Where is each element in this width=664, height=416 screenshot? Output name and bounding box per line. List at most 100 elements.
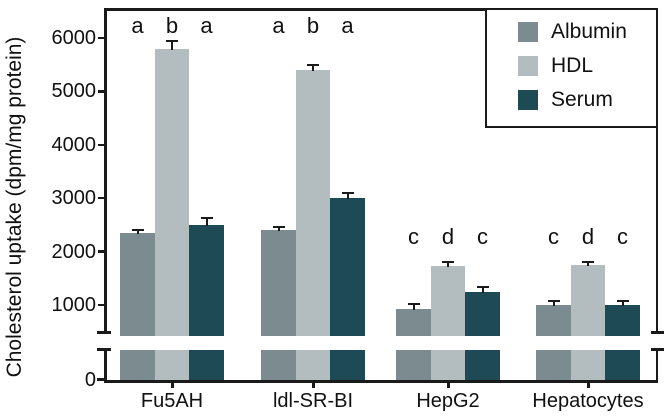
- legend-label-albumin: Albumin: [551, 20, 627, 43]
- bar-lower-hdl-ldl-SR-BI: [295, 350, 331, 380]
- significance-letter: c: [617, 224, 628, 249]
- y-axis-title: Cholesterol uptake (dpm/mg protein): [3, 36, 26, 378]
- error-bar-cap: [131, 229, 144, 232]
- y-tick-label-6000: 6000: [51, 27, 97, 49]
- bar-albumin-Hepatocytes: [536, 305, 571, 336]
- error-bar-cap: [547, 299, 560, 302]
- y-tick-4000: [98, 143, 105, 147]
- bar-lower-serum-HepG2: [465, 350, 500, 380]
- bar-hdl-Hepatocytes: [570, 264, 606, 336]
- y-tick-label-5000: 5000: [51, 80, 97, 103]
- right-axis-break-tick-lower: [651, 348, 664, 351]
- bar-lower-albumin-ldl-SR-BI: [261, 350, 296, 380]
- error-bar-stem: [481, 287, 484, 293]
- x-category-label-ldl-SR-BI: ldl-SR-BI: [272, 390, 353, 412]
- error-bar-stem: [171, 40, 173, 50]
- x-category-label-Fu5AH: Fu5AH: [140, 390, 204, 412]
- significance-letter: a: [341, 13, 354, 38]
- bar-serum-ldl-SR-BI: [330, 198, 365, 336]
- error-bar-cap: [407, 303, 420, 306]
- bar-lower-hdl-HepG2: [430, 350, 466, 380]
- y-axis-break-tick-lower: [97, 348, 111, 351]
- right-axis-break-tick-upper: [651, 331, 664, 334]
- bar-lower-albumin-HepG2: [396, 350, 431, 380]
- x-category-label-Hepatocytes: Hepatocytes: [532, 390, 644, 412]
- bar-serum-Hepatocytes: [605, 305, 640, 336]
- y-tick-0: [97, 378, 104, 381]
- y-tick-label-1000: 1000: [51, 294, 97, 316]
- legend-label-serum: Serum: [551, 88, 613, 111]
- y-tick-label-3000: 3000: [51, 187, 97, 210]
- y-axis-upper-segment: [104, 8, 107, 334]
- significance-letter: a: [200, 13, 213, 38]
- significance-letter: c: [408, 224, 419, 249]
- error-bar-cap: [166, 39, 178, 42]
- significance-letter: d: [441, 224, 455, 249]
- y-tick-label-0: 0: [84, 369, 96, 391]
- bar-hdl-HepG2: [430, 266, 466, 336]
- error-bar-stem: [447, 261, 449, 267]
- legend-item-albumin: Albumin: [518, 15, 656, 49]
- error-bar-cap: [442, 260, 454, 263]
- bar-albumin-HepG2: [396, 309, 431, 336]
- error-bar-stem: [277, 226, 280, 232]
- y-tick-3000: [98, 196, 105, 200]
- plot-top-border: [104, 8, 658, 11]
- bar-albumin-Fu5AH: [120, 232, 155, 336]
- x-category-label-HepG2: HepG2: [416, 390, 480, 412]
- significance-letter: a: [272, 13, 285, 38]
- bar-serum-HepG2: [465, 291, 500, 336]
- legend-swatch-albumin: [518, 22, 538, 42]
- bar-hdl-Fu5AH: [154, 48, 190, 336]
- legend-item-serum: Serum: [518, 83, 656, 117]
- error-bar-stem: [136, 230, 139, 234]
- y-axis-lower-segment: [104, 349, 107, 382]
- legend-swatch-hdl: [518, 56, 538, 76]
- bar-lower-albumin-Fu5AH: [120, 350, 155, 380]
- x-axis-line: [104, 380, 658, 383]
- bar-hdl-ldl-SR-BI: [295, 70, 331, 336]
- legend-swatch-serum: [518, 90, 538, 110]
- y-tick-1000: [98, 303, 105, 307]
- significance-letter: d: [581, 224, 595, 249]
- bar-lower-albumin-Hepatocytes: [536, 350, 571, 380]
- bar-lower-serum-ldl-SR-BI: [330, 350, 365, 380]
- error-bar-stem: [312, 65, 314, 72]
- right-axis-lower-segment: [655, 349, 658, 382]
- significance-letter: c: [548, 224, 559, 249]
- bar-lower-hdl-Hepatocytes: [570, 350, 606, 380]
- bar-lower-serum-Fu5AH: [189, 350, 224, 380]
- bar-lower-hdl-Fu5AH: [154, 350, 190, 380]
- x-tick-HepG2: [447, 383, 450, 388]
- error-bar-cap: [582, 260, 594, 263]
- error-bar-cap: [616, 300, 629, 303]
- significance-letter: c: [477, 224, 488, 249]
- error-bar-stem: [346, 192, 349, 200]
- error-bar-cap: [307, 64, 319, 67]
- error-bar-stem: [587, 261, 589, 266]
- right-axis-upper-segment: [655, 8, 658, 334]
- error-bar-cap: [476, 286, 489, 289]
- y-tick-2000: [98, 250, 105, 253]
- error-bar-stem: [412, 304, 415, 311]
- legend: Albumin HDL Serum: [485, 8, 658, 128]
- legend-item-hdl: HDL: [518, 49, 656, 83]
- x-tick-Hepatocytes: [587, 383, 590, 388]
- error-bar-stem: [621, 301, 624, 306]
- y-tick-label-4000: 4000: [51, 133, 97, 156]
- x-tick-Fu5AH: [171, 383, 174, 388]
- y-tick-label-2000: 2000: [51, 240, 97, 263]
- significance-letter: b: [165, 13, 179, 38]
- significance-letter: a: [131, 13, 144, 38]
- error-bar-stem: [552, 300, 555, 306]
- y-axis-break-tick-upper: [97, 331, 111, 334]
- bar-lower-serum-Hepatocytes: [605, 350, 640, 380]
- error-bar-cap: [272, 225, 285, 228]
- bar-serum-Fu5AH: [189, 224, 224, 336]
- x-tick-ldl-SR-BI: [312, 383, 315, 388]
- y-tick-5000: [98, 90, 105, 93]
- legend-label-hdl: HDL: [551, 54, 594, 77]
- error-bar-stem: [205, 218, 208, 226]
